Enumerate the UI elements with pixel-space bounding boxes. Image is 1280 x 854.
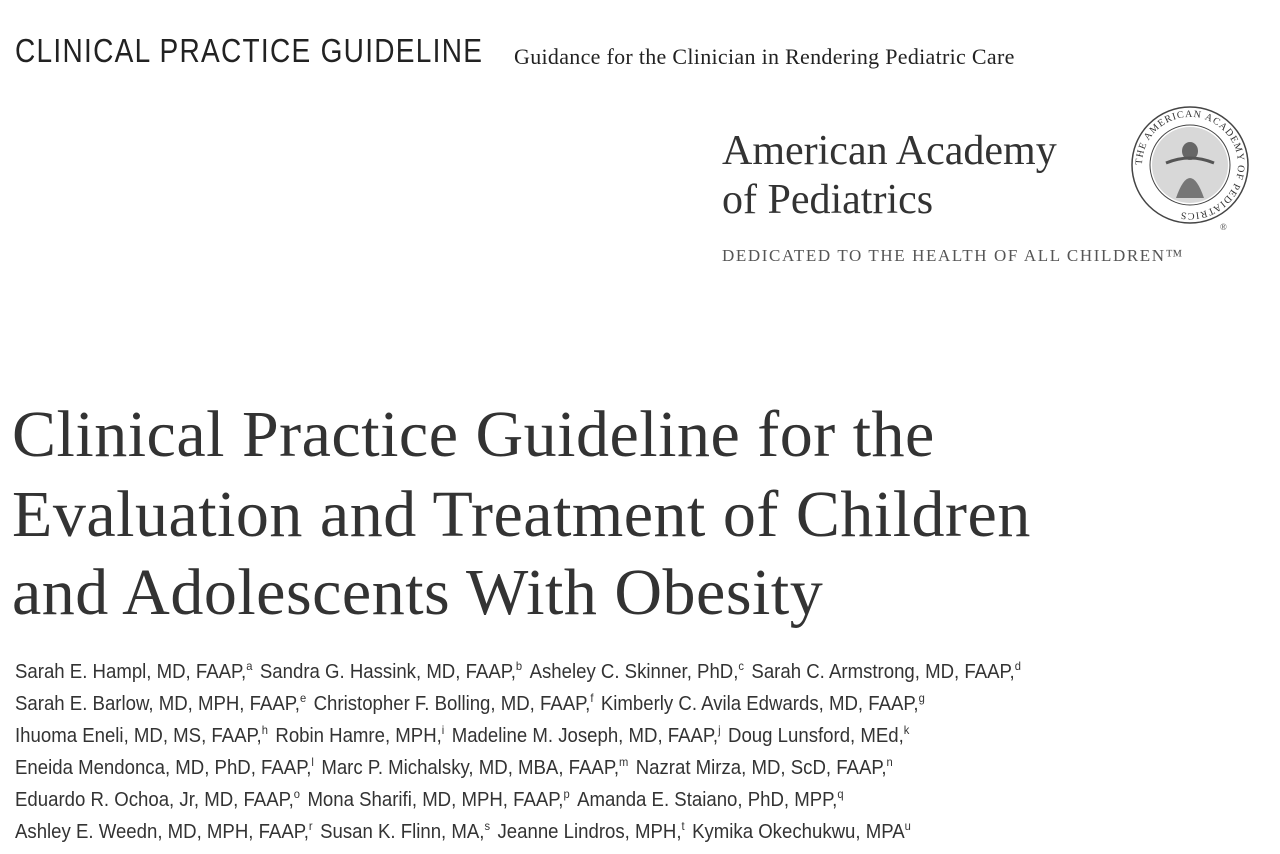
- affiliation-mark: c: [738, 659, 744, 673]
- author-name: Kymika Okechukwu, MPA: [692, 821, 905, 843]
- author-name: Kimberly C. Avila Edwards, MD, FAAP,: [600, 693, 919, 715]
- author-line: Sarah E. Barlow, MD, MPH, FAAP,e Christop…: [15, 688, 1028, 720]
- author-name: Madeline M. Joseph, MD, FAAP,: [451, 725, 719, 747]
- affiliation-mark: n: [886, 755, 893, 769]
- affiliation-mark: e: [299, 691, 307, 705]
- affiliation-mark: q: [837, 787, 844, 801]
- author-line: Eduardo R. Ochoa, Jr, MD, FAAP,o Mona Sha…: [15, 784, 1028, 816]
- author-name: Ihuoma Eneli, MD, MS, FAAP,: [15, 725, 262, 747]
- author-name: Sarah C. Armstrong, MD, FAAP,: [751, 661, 1015, 683]
- affiliation-mark: o: [293, 787, 301, 801]
- affiliation-mark: l: [311, 755, 314, 769]
- title-line: Evaluation and Treatment of Children: [12, 478, 1031, 551]
- title-line: Clinical Practice Guideline for the: [12, 398, 935, 471]
- affiliation-mark: r: [308, 819, 313, 833]
- logo-name: of Pediatrics: [722, 177, 934, 223]
- affiliation-mark: j: [718, 723, 721, 737]
- author-name: Eduardo R. Ochoa, Jr, MD, FAAP,: [15, 789, 294, 811]
- author-name: Nazrat Mirza, MD, ScD, FAAP,: [635, 757, 887, 779]
- logo-name: American Academy: [722, 128, 1057, 174]
- author-name: Sarah E. Barlow, MD, MPH, FAAP,: [15, 693, 300, 715]
- author-name: Doug Lunsford, MEd,: [728, 725, 904, 747]
- tagline: DEDICATED TO THE HEALTH OF ALL CHILDREN™: [722, 246, 1184, 265]
- author-name: Asheley C. Skinner, PhD,: [529, 661, 739, 683]
- author-line: Eneida Mendonca, MD, PhD, FAAP,l Marc P. …: [15, 752, 1028, 784]
- author-line: Ashley E. Weedn, MD, MPH, FAAP,r Susan K.…: [15, 816, 1028, 848]
- title-line: and Adolescents With Obesity: [12, 556, 824, 629]
- author-name: Ashley E. Weedn, MD, MPH, FAAP,: [15, 821, 309, 843]
- header-label: CLINICAL PRACTICE GUIDELINE: [15, 32, 484, 69]
- author-name: Eneida Mendonca, MD, PhD, FAAP,: [15, 757, 312, 779]
- affiliation-mark: t: [681, 819, 685, 833]
- header-subtitle: Guidance for the Clinician in Rendering …: [514, 44, 1015, 69]
- author-name: Sandra G. Hassink, MD, FAAP,: [259, 661, 516, 683]
- author-name: Robin Hamre, MPH,: [275, 725, 442, 747]
- author-name: Amanda E. Staiano, PhD, MPP,: [577, 789, 838, 811]
- affiliation-mark: m: [618, 755, 629, 769]
- author-name: Sarah E. Hampl, MD, FAAP,: [15, 661, 247, 683]
- author-name: Christopher F. Bolling, MD, FAAP,: [313, 693, 591, 715]
- affiliation-mark: d: [1014, 659, 1021, 673]
- author-line: Ihuoma Eneli, MD, MS, FAAP,h Robin Hamre,…: [15, 720, 1028, 752]
- affiliation-mark: i: [441, 723, 445, 737]
- author-name: Jeanne Lindros, MPH,: [497, 821, 682, 843]
- affiliation-mark: h: [261, 723, 268, 737]
- affiliation-mark: s: [484, 819, 491, 833]
- author-line: Sarah E. Hampl, MD, FAAP,a Sandra G. Hass…: [15, 656, 1028, 688]
- author-name: Mona Sharifi, MD, MPH, FAAP,: [307, 789, 564, 811]
- affiliation-mark: f: [590, 691, 594, 705]
- affiliation-mark: b: [515, 659, 523, 673]
- seal: THE AMERICAN ACADEMY OF PEDIATRICS ®: [1131, 106, 1249, 232]
- affiliation-mark: u: [904, 819, 911, 833]
- affiliation-mark: a: [246, 659, 253, 673]
- author-name: Susan K. Flinn, MA,: [320, 821, 485, 843]
- author-name: Marc P. Michalsky, MD, MBA, FAAP,: [321, 757, 619, 779]
- registered-mark: ®: [1220, 222, 1227, 232]
- affiliation-mark: k: [903, 723, 910, 737]
- author-list: Sarah E. Hampl, MD, FAAP,a Sandra G. Hass…: [15, 656, 1105, 848]
- affiliation-mark: g: [918, 691, 925, 705]
- affiliation-mark: p: [563, 787, 570, 801]
